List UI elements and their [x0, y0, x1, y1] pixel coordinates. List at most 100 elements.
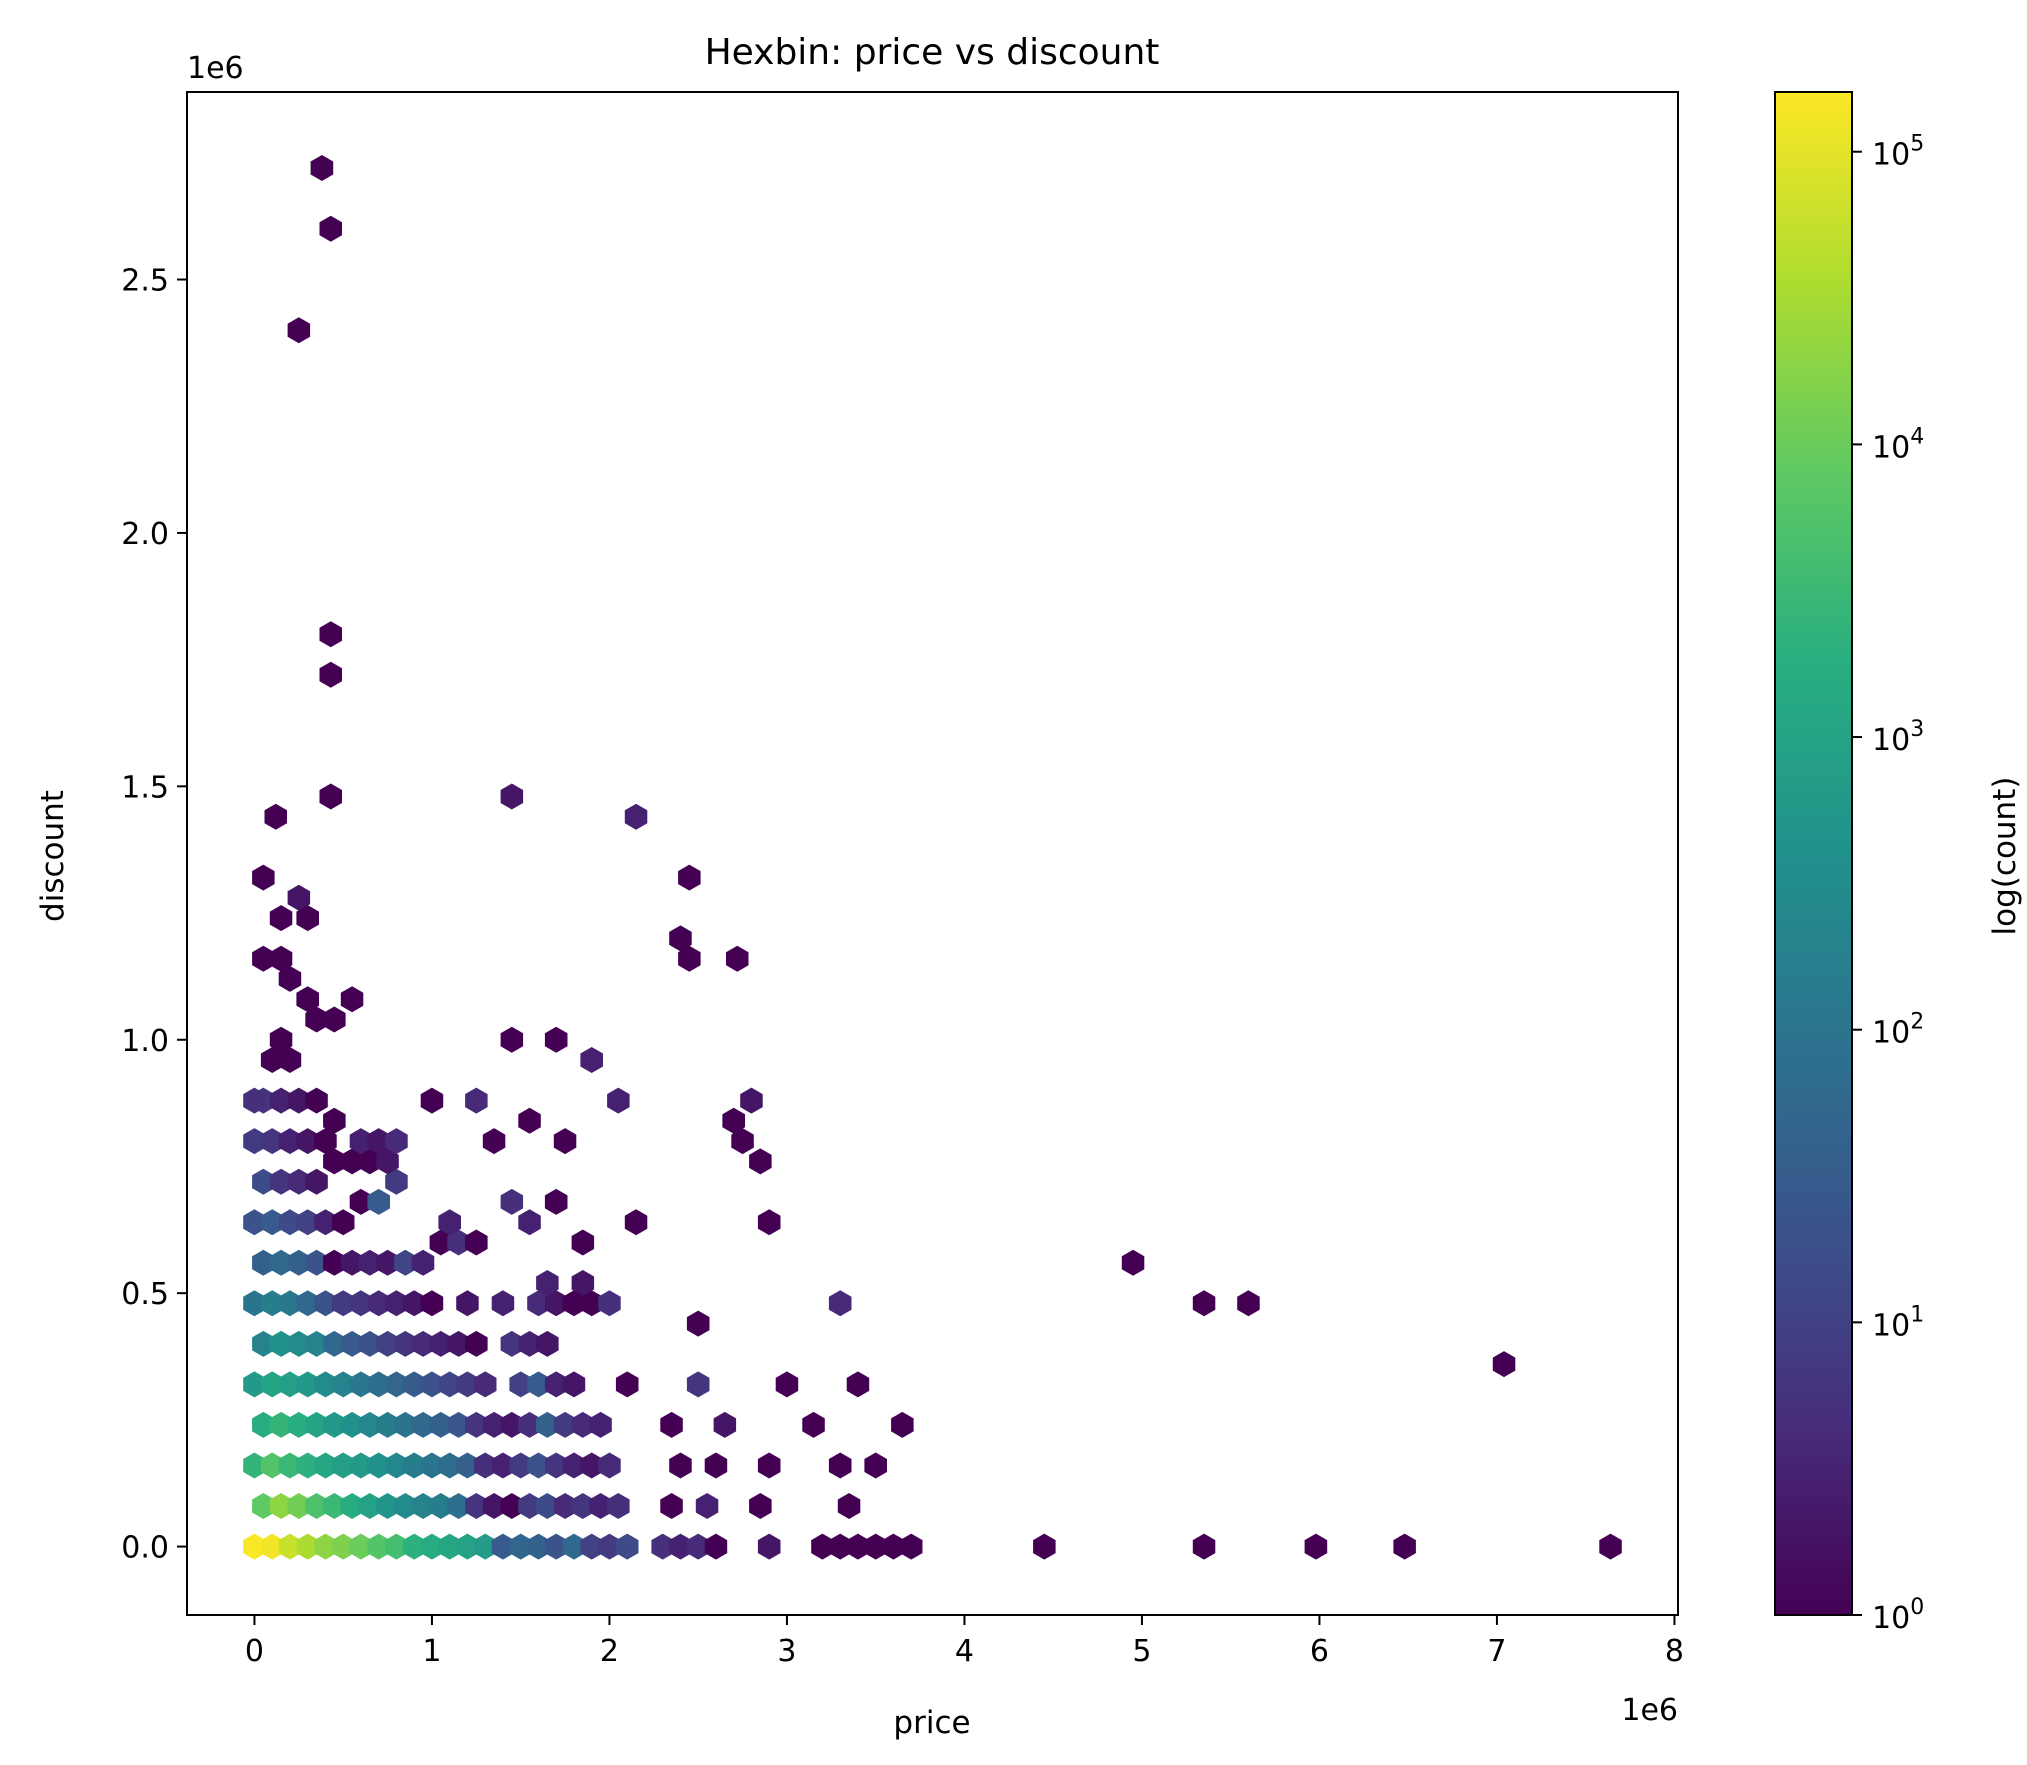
- hex-cell: [385, 1452, 408, 1479]
- hex-cell: [536, 1411, 559, 1438]
- hex-cell: [349, 1128, 373, 1155]
- hex-cell: [482, 1128, 506, 1155]
- x-axis-label: price: [893, 1705, 970, 1741]
- hex-cell: [571, 1411, 595, 1438]
- hex-cell: [376, 1249, 399, 1276]
- hex-cell: [420, 1371, 444, 1398]
- hex-cell: [695, 1493, 719, 1519]
- y-tick-label: 1.0: [121, 1024, 169, 1059]
- hex-cell: [864, 1452, 887, 1479]
- hex-cell: [438, 1452, 461, 1479]
- hex-cell: [260, 1128, 284, 1155]
- hex-cell: [411, 1330, 435, 1357]
- hex-cell: [491, 1452, 515, 1479]
- hex-cell: [553, 1493, 577, 1519]
- hex-cell: [491, 1533, 515, 1560]
- y-tick-label: 2.0: [121, 517, 169, 552]
- colorbar-tick-label: 104: [1872, 424, 1924, 465]
- hex-cell: [269, 1330, 293, 1357]
- hex-cell: [527, 1290, 550, 1317]
- x-tick-label: 1: [422, 1634, 441, 1669]
- hex-cell: [260, 1290, 284, 1317]
- hex-cell: [686, 1533, 710, 1560]
- hex-cell: [402, 1452, 426, 1479]
- hex-cell: [319, 621, 342, 648]
- hex-cell: [323, 1107, 346, 1134]
- y-offset-label: 1e6: [187, 51, 244, 86]
- x-tick-label: 5: [1132, 1634, 1151, 1669]
- hex-cell: [394, 1330, 417, 1357]
- hex-cell: [465, 1229, 488, 1256]
- hex-cell: [331, 1452, 355, 1479]
- hex-cell: [420, 1290, 444, 1317]
- hex-cell: [269, 1087, 293, 1114]
- x-tick-label: 3: [777, 1634, 796, 1669]
- hex-cell: [775, 1371, 799, 1398]
- hex-cell: [319, 661, 342, 688]
- hex-cell: [278, 1452, 302, 1479]
- x-tick-label: 7: [1487, 1634, 1506, 1669]
- hex-cell: [314, 1209, 337, 1236]
- hex-cell: [394, 1411, 417, 1438]
- hex-cell: [1304, 1533, 1328, 1560]
- hex-cell: [562, 1290, 586, 1317]
- hex-cell: [553, 1128, 577, 1155]
- hex-cell: [243, 1290, 266, 1317]
- hex-cell: [580, 1047, 603, 1073]
- hex-cell: [500, 1330, 524, 1357]
- hex-cell: [580, 1533, 603, 1560]
- hex-cell: [473, 1452, 497, 1479]
- hex-cell: [757, 1452, 781, 1479]
- hex-cell: [438, 1533, 461, 1560]
- hex-cell: [358, 1148, 382, 1175]
- hex-cell: [323, 1330, 346, 1357]
- hex-cell: [319, 215, 342, 242]
- hex-cell: [828, 1290, 852, 1317]
- hex-cell: [367, 1371, 390, 1398]
- hex-cell: [314, 1290, 337, 1317]
- hex-cell: [580, 1290, 603, 1317]
- hex-cell: [340, 986, 364, 1013]
- hex-cell: [527, 1533, 550, 1560]
- hex-cell: [305, 1330, 328, 1357]
- hex-cell: [518, 1209, 541, 1236]
- hex-cell: [456, 1452, 479, 1479]
- hex-cell: [314, 1533, 337, 1560]
- colorbar-tick-label: 101: [1872, 1302, 1924, 1343]
- hex-cell: [420, 1533, 444, 1560]
- hex-cell: [252, 945, 275, 972]
- hex-cell: [287, 1411, 311, 1438]
- hex-cell: [580, 1452, 603, 1479]
- x-tick-label: 4: [955, 1634, 974, 1669]
- y-axis-ticks: 0.0 0.5 1.0 1.5 2.0 2.5: [121, 264, 187, 1566]
- hex-cell: [553, 1411, 577, 1438]
- hex-cell: [846, 1371, 870, 1398]
- hex-cell: [296, 1371, 319, 1398]
- hex-cell: [269, 1026, 293, 1053]
- hex-cell: [491, 1290, 515, 1317]
- hex-cell: [305, 1087, 328, 1114]
- hex-cell: [500, 1188, 524, 1215]
- hex-cell: [1192, 1290, 1216, 1317]
- hex-cell: [447, 1330, 470, 1357]
- hex-cell: [678, 945, 701, 972]
- hex-cell: [624, 1209, 648, 1236]
- hex-cell: [287, 1087, 311, 1114]
- hex-cell: [482, 1493, 506, 1519]
- hex-cell: [287, 317, 311, 344]
- hex-cell: [296, 1452, 319, 1479]
- colorbar-ticks: 100 101 102 103 104 105: [1852, 132, 1924, 1636]
- hex-cell: [536, 1270, 559, 1296]
- hex-cell: [331, 1533, 355, 1560]
- hex-cell: [429, 1411, 453, 1438]
- hex-cell: [704, 1533, 728, 1560]
- colorbar-label: log(count): [1987, 777, 2023, 936]
- hex-cell: [296, 986, 319, 1013]
- hex-cell: [438, 1371, 461, 1398]
- hex-cell: [287, 1249, 311, 1276]
- hex-cell: [891, 1411, 914, 1438]
- hex-cell: [340, 1249, 364, 1276]
- hex-cell: [252, 1330, 275, 1357]
- hex-cell: [358, 1493, 382, 1519]
- colorbar-tick-label: 103: [1872, 717, 1924, 758]
